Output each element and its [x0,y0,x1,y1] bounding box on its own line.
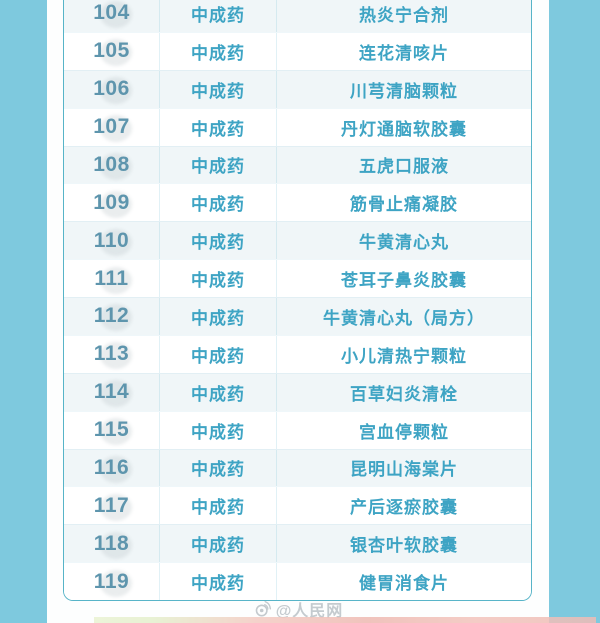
row-name-cell: 健胃消食片 [359,574,449,594]
watermark: @人民网 [253,597,344,621]
table-row: 117 中成药 产后逐瘀胶囊 [64,486,531,525]
medicine-table: 104 中成药 热炎宁合剂 105 中成药 连花清咳片 106 中成药 川芎清脑… [63,0,532,601]
row-category-cell: 中成药 [160,563,277,600]
row-name-cell: 小儿清热宁颗粒 [341,346,467,366]
row-category-cell: 中成药 [160,70,277,108]
weibo-eye-icon [255,600,272,617]
table-row: 112 中成药 牛黄清心丸（局方） [64,297,531,335]
row-name-cell: 产后逐瘀胶囊 [350,498,458,518]
row-number-cell: 104 [64,0,160,32]
row-number-cell: 109 [64,184,160,222]
table-row: 109 中成药 筋骨止痛凝胶 [64,183,531,222]
table-row: 105 中成药 连花清咳片 [64,31,531,70]
row-name-cell: 牛黄清心丸 [359,233,449,253]
row-name-cell: 连花清咳片 [359,43,449,63]
row-number-cell: 107 [64,108,160,146]
row-number-cell: 110 [64,222,160,260]
table-row: 106 中成药 川芎清脑颗粒 [64,69,531,108]
row-category-cell: 中成药 [160,184,277,222]
table-row: 119 中成药 健胃消食片 [64,562,531,600]
row-category-cell: 中成药 [160,222,277,260]
bottom-decorative-strip [94,617,596,623]
row-name-cell: 苍耳子鼻炎胶囊 [341,271,467,291]
content-page: 104 中成药 热炎宁合剂 105 中成药 连花清咳片 106 中成药 川芎清脑… [47,0,596,623]
row-name-cell: 川芎清脑颗粒 [350,81,458,101]
row-number-cell: 119 [64,563,160,600]
row-name-cell: 牛黄清心丸（局方） [323,308,485,328]
row-name-cell: 昆明山海棠片 [350,460,458,480]
row-category-cell: 中成药 [160,146,277,184]
row-name-cell: 筋骨止痛凝胶 [350,195,458,215]
table-row: 114 中成药 百草妇炎清栓 [64,372,531,411]
row-name-cell: 百草妇炎清栓 [350,384,458,404]
row-number-cell: 118 [64,525,160,563]
row-category-cell: 中成药 [160,108,277,146]
row-category-cell: 中成药 [160,335,277,373]
row-number-cell: 117 [64,487,160,525]
row-category-cell: 中成药 [160,0,277,32]
row-name-cell: 五虎口服液 [359,157,449,177]
row-name-cell: 丹灯通脑软胶囊 [341,119,467,139]
row-number-cell: 106 [64,70,160,108]
row-category-cell: 中成药 [160,260,277,297]
row-category-cell: 中成药 [160,373,277,411]
row-category-cell: 中成药 [160,32,277,70]
row-number-cell: 112 [64,298,160,335]
row-name-cell: 银杏叶软胶囊 [350,536,458,556]
row-category-cell: 中成药 [160,487,277,525]
table-row: 111 中成药 苍耳子鼻炎胶囊 [64,259,531,297]
row-category-cell: 中成药 [160,525,277,563]
row-number-cell: 108 [64,146,160,184]
row-category-cell: 中成药 [160,411,277,449]
row-category-cell: 中成药 [160,449,277,487]
table-row: 108 中成药 五虎口服液 [64,145,531,184]
table-row: 113 中成药 小儿清热宁颗粒 [64,334,531,373]
table-row: 118 中成药 银杏叶软胶囊 [64,524,531,563]
row-name-cell: 宫血停颗粒 [359,422,449,442]
row-number-cell: 114 [64,373,160,411]
table-row: 115 中成药 宫血停颗粒 [64,410,531,449]
table-row: 104 中成药 热炎宁合剂 [64,0,531,32]
table-row: 116 中成药 昆明山海棠片 [64,448,531,487]
row-number-cell: 105 [64,32,160,70]
row-number-cell: 115 [64,411,160,449]
row-number-cell: 113 [64,335,160,373]
row-number-cell: 111 [64,260,160,297]
row-category-cell: 中成药 [160,298,277,335]
table-row: 110 中成药 牛黄清心丸 [64,221,531,260]
table-row: 107 中成药 丹灯通脑软胶囊 [64,107,531,146]
row-name-cell: 热炎宁合剂 [359,5,449,25]
row-number-cell: 116 [64,449,160,487]
watermark-text: @人民网 [275,603,344,620]
